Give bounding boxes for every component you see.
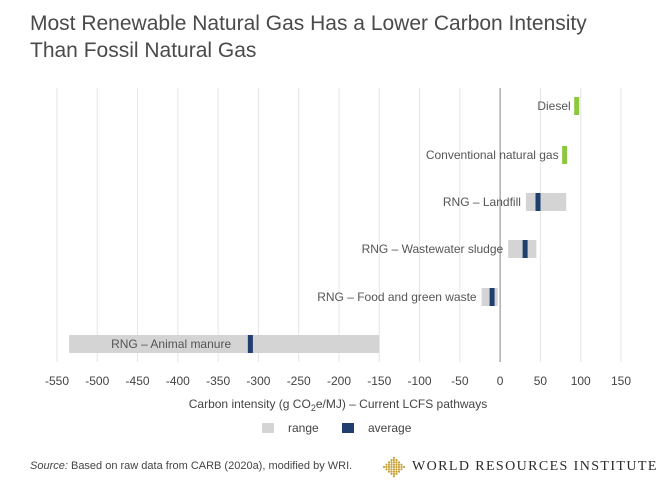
value-marker — [574, 97, 580, 115]
source-note: Source: Based on raw data from CARB (202… — [30, 460, 352, 472]
legend-item-average: average — [342, 421, 411, 435]
x-tick-label: -150 — [367, 374, 391, 388]
average-marker — [522, 240, 528, 258]
range-bar — [69, 335, 380, 353]
x-tick-label: 50 — [534, 374, 548, 388]
legend-swatch-range — [262, 423, 274, 433]
category-label: RNG – Landfill — [443, 195, 521, 209]
x-tick-label: -400 — [166, 374, 190, 388]
average-marker — [535, 193, 541, 211]
x-tick-label: -250 — [287, 374, 311, 388]
x-tick-label: -50 — [451, 374, 469, 388]
category-label: Diesel — [537, 99, 570, 113]
source-label: Source: — [30, 460, 68, 472]
wri-logo: WORLD RESOURCES INSTITUTE — [382, 456, 656, 478]
legend-label-average: average — [368, 421, 412, 435]
category-label: RNG – Animal manure — [111, 337, 231, 351]
legend-swatch-average — [342, 423, 354, 433]
x-tick-label: -350 — [206, 374, 230, 388]
average-marker — [247, 335, 253, 353]
x-axis-title: Carbon intensity (g CO2e/MJ) – Current L… — [189, 397, 487, 413]
source-text: Based on raw data from CARB (2020a), mod… — [67, 460, 353, 472]
x-tick-label: -300 — [246, 374, 270, 388]
chart-title-line-2: Than Fossil Natural Gas — [30, 39, 257, 62]
x-tick-label: -100 — [408, 374, 432, 388]
wri-logo-text: WORLD RESOURCES INSTITUTE — [412, 459, 658, 474]
category-label: RNG – Wastewater sludge — [362, 242, 504, 256]
legend-label-range: range — [288, 421, 319, 435]
x-tick-label: -200 — [327, 374, 351, 388]
x-tick-label: 0 — [497, 374, 504, 388]
legend-item-range: range — [262, 421, 319, 435]
chart-title: Most Renewable Natural Gas Has a Lower C… — [30, 10, 630, 64]
category-label: RNG – Food and green waste — [317, 290, 477, 304]
category-label: Conventional natural gas — [426, 148, 559, 162]
range-bar — [525, 193, 567, 211]
wri-logo-icon — [382, 456, 406, 478]
x-tick-label: -450 — [126, 374, 150, 388]
x-tick-label: -500 — [85, 374, 109, 388]
x-tick-label: 100 — [571, 374, 591, 388]
x-tick-label: 150 — [611, 374, 631, 388]
value-marker — [562, 146, 568, 164]
range-bar — [508, 240, 537, 258]
chart-title-line-1: Most Renewable Natural Gas Has a Lower C… — [30, 12, 587, 35]
chart-plot: Diesel Conventional natural gas RNG – Land… — [45, 88, 631, 413]
x-tick-label: -550 — [45, 374, 69, 388]
average-marker — [489, 288, 495, 306]
